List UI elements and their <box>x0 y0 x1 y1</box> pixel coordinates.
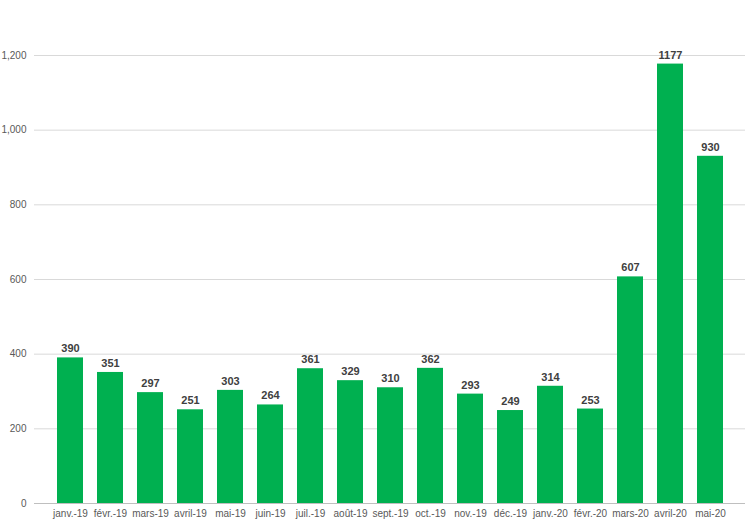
svg-text:févr.-20: févr.-20 <box>574 508 608 519</box>
svg-text:329: 329 <box>341 365 359 377</box>
svg-text:361: 361 <box>301 353 319 365</box>
svg-text:janv.-20: janv.-20 <box>532 508 568 519</box>
svg-text:juin-19: juin-19 <box>254 508 285 519</box>
svg-text:mai-19: mai-19 <box>215 508 246 519</box>
svg-text:avril-20: avril-20 <box>654 508 687 519</box>
svg-text:mai-20: mai-20 <box>695 508 726 519</box>
svg-text:310: 310 <box>381 372 399 384</box>
svg-text:930: 930 <box>701 141 719 153</box>
svg-text:juil.-19: juil.-19 <box>295 508 326 519</box>
svg-text:253: 253 <box>581 394 599 406</box>
svg-text:607: 607 <box>621 261 639 273</box>
svg-text:400: 400 <box>10 348 27 359</box>
svg-text:1177: 1177 <box>659 49 683 61</box>
svg-text:1,000: 1,000 <box>1 124 26 135</box>
svg-text:200: 200 <box>10 423 27 434</box>
svg-text:293: 293 <box>461 379 479 391</box>
svg-text:mars-20: mars-20 <box>612 508 649 519</box>
svg-text:314: 314 <box>541 371 560 383</box>
svg-text:600: 600 <box>10 274 27 285</box>
svg-text:297: 297 <box>141 377 159 389</box>
svg-text:avril-19: avril-19 <box>174 508 207 519</box>
svg-text:févr.-19: févr.-19 <box>94 508 128 519</box>
svg-text:mars-19: mars-19 <box>132 508 169 519</box>
svg-text:264: 264 <box>261 389 280 401</box>
svg-text:800: 800 <box>10 199 27 210</box>
svg-text:1,200: 1,200 <box>1 50 26 61</box>
svg-text:249: 249 <box>501 395 519 407</box>
svg-text:nov.-19: nov.-19 <box>454 508 487 519</box>
svg-text:251: 251 <box>181 394 199 406</box>
svg-text:390: 390 <box>61 342 79 354</box>
svg-text:août-19: août-19 <box>334 508 368 519</box>
svg-text:351: 351 <box>101 357 119 369</box>
svg-text:sept.-19: sept.-19 <box>372 508 409 519</box>
svg-text:déc.-19: déc.-19 <box>494 508 528 519</box>
svg-text:303: 303 <box>221 375 239 387</box>
svg-text:oct.-19: oct.-19 <box>415 508 446 519</box>
svg-text:janv.-19: janv.-19 <box>52 508 88 519</box>
svg-text:362: 362 <box>421 353 439 365</box>
svg-text:0: 0 <box>21 498 27 509</box>
